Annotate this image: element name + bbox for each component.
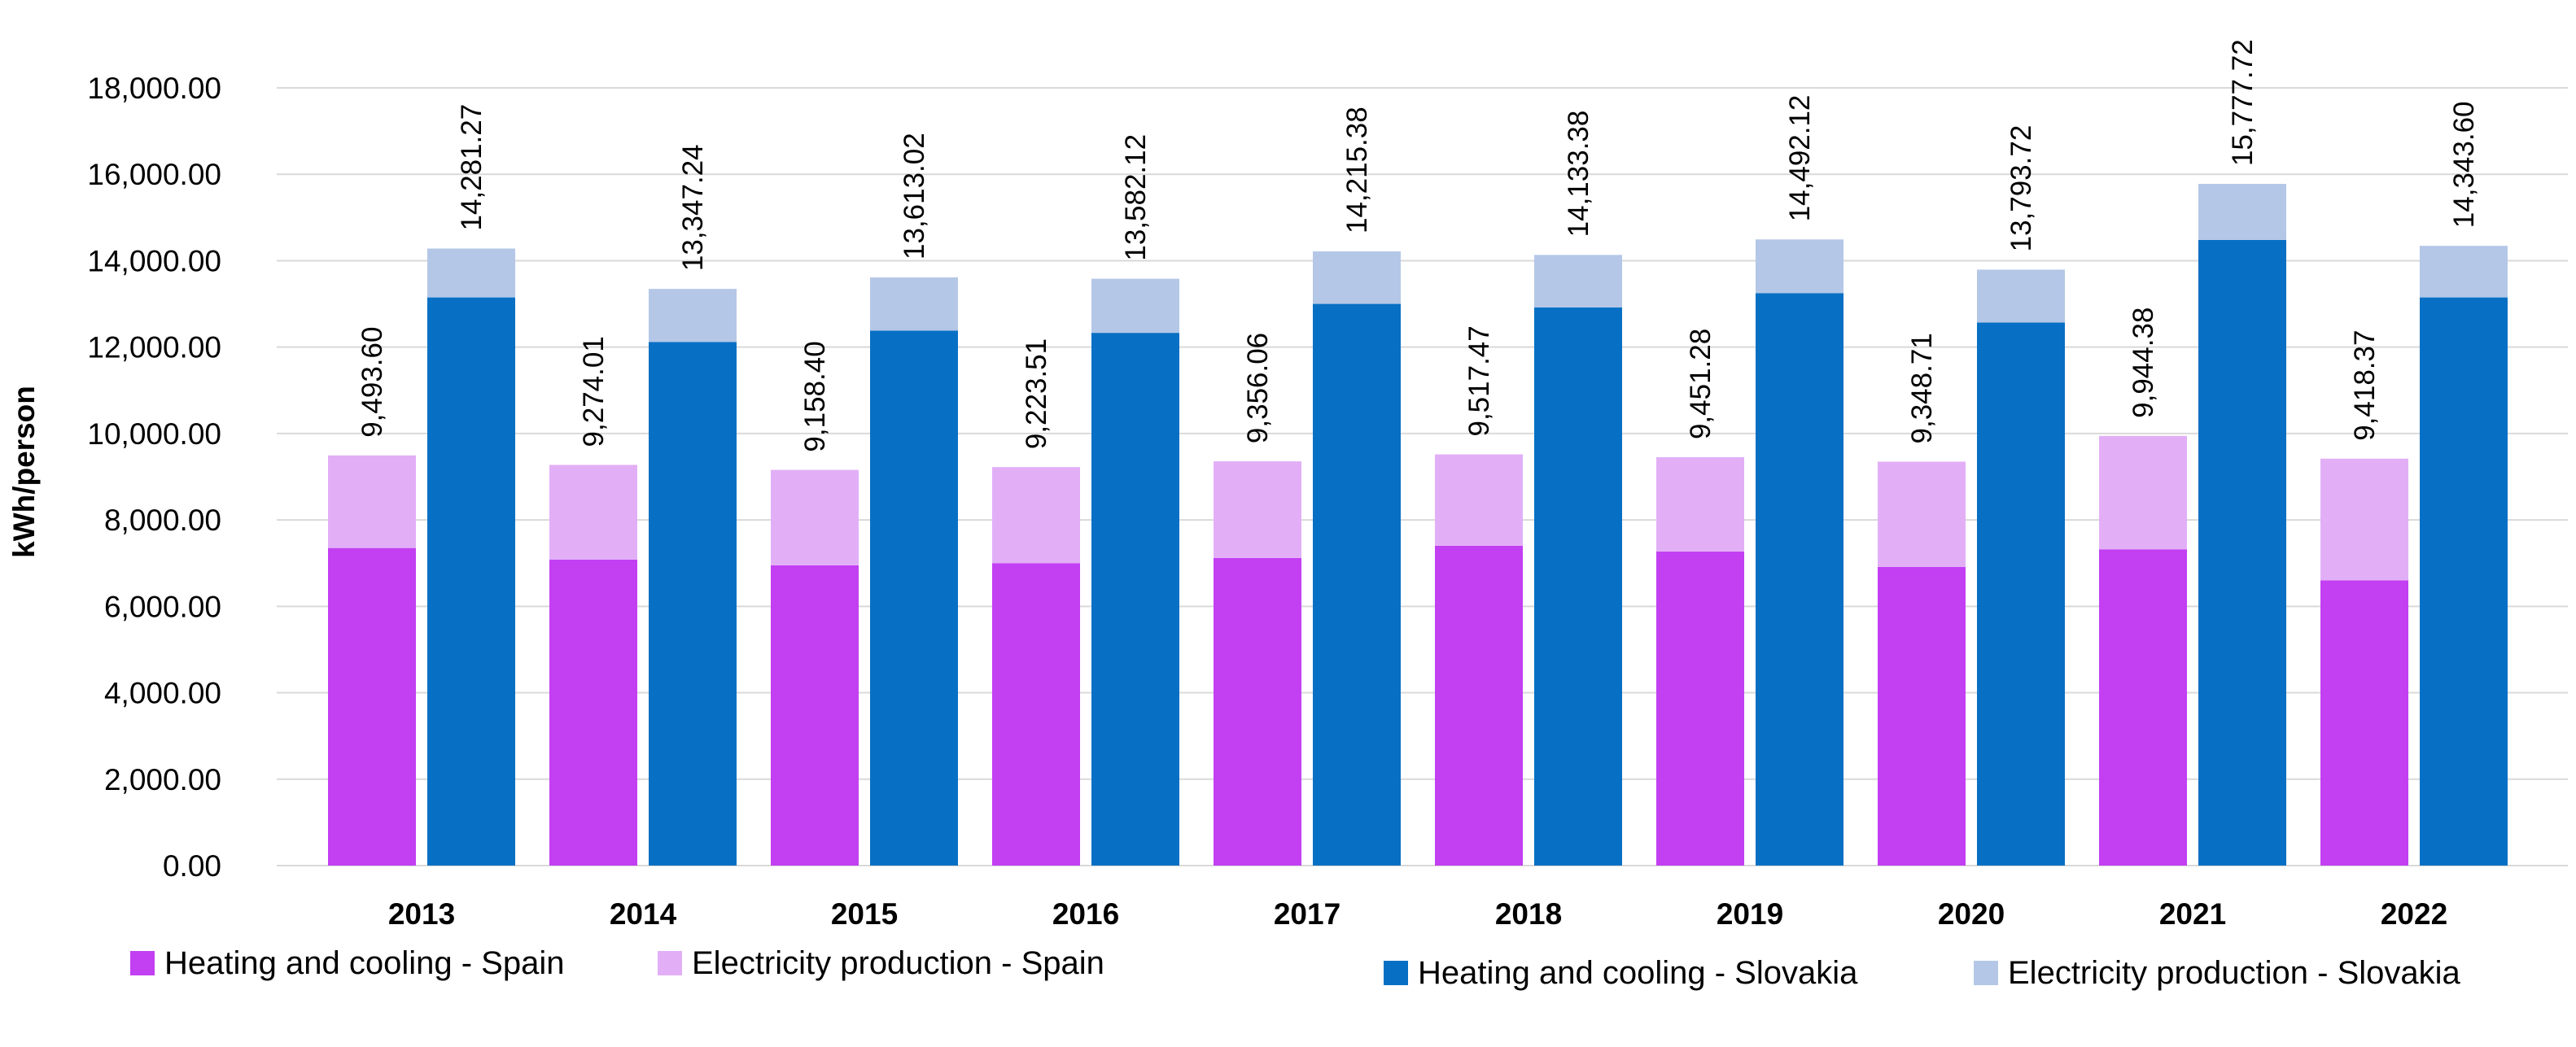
x-category-label: 2016	[1052, 897, 1119, 931]
y-tick-label: 6,000.00	[104, 590, 221, 623]
total-value-label: 9,223.51	[1021, 338, 1052, 449]
legend-label: Heating and cooling - Slovakia	[1418, 955, 1858, 991]
bar-segment	[992, 467, 1080, 564]
bar-segment	[1091, 278, 1179, 334]
total-value-label: 9,451.28	[1685, 329, 1717, 439]
bar-segment	[2198, 239, 2286, 866]
total-value-label: 13,793.72	[2005, 125, 2037, 252]
bar-segment	[2320, 580, 2408, 866]
legend-swatch	[1974, 961, 1998, 985]
x-category-label: 2018	[1495, 897, 1562, 931]
bar-segment	[2320, 458, 2408, 581]
total-value-label: 13,613.02	[899, 133, 930, 260]
x-category-label: 2021	[2159, 897, 2226, 931]
bar-segment	[2420, 297, 2508, 866]
x-category-label: 2014	[610, 897, 677, 931]
total-value-label: 9,418.37	[2349, 330, 2381, 441]
bar-segment	[2099, 549, 2187, 866]
bar-segment	[992, 563, 1080, 866]
x-axis-categories: 2013 2014 2015 2016 2017 2018 2019 2020 2021 2022	[388, 897, 2447, 931]
total-value-label: 9,517.47	[1463, 325, 1495, 436]
y-tick-label: 12,000.00	[87, 331, 221, 364]
bar-segment	[649, 342, 737, 866]
bar-segment	[549, 559, 637, 866]
legend-label: Electricity production - Slovakia	[2008, 955, 2461, 991]
bar-segment	[1977, 322, 2065, 866]
bar-segment	[1313, 303, 1401, 866]
bar-segment	[1435, 454, 1523, 546]
x-category-label: 2013	[388, 897, 455, 931]
legend-swatch	[658, 951, 682, 975]
legend-label: Electricity production - Spain	[692, 945, 1104, 981]
bar-segment	[1977, 269, 2065, 323]
total-value-label: 14,343.60	[2448, 101, 2480, 228]
bar-segment	[1656, 457, 1744, 552]
total-value-label: 14,215.38	[1341, 107, 1373, 233]
bars	[328, 184, 2508, 866]
x-category-label: 2015	[831, 897, 898, 931]
bar-segment	[771, 565, 859, 866]
total-value-label: 9,493.60	[356, 327, 388, 438]
bar-segment	[549, 465, 637, 560]
bar-segment	[870, 277, 958, 331]
total-value-label: 9,356.06	[1242, 333, 1274, 443]
legend: Heating and cooling - Spain Electricity p…	[130, 945, 2461, 991]
legend-label: Heating and cooling - Spain	[164, 945, 564, 981]
total-value-label: 9,944.38	[2128, 308, 2159, 418]
bar-segment	[1878, 567, 1966, 866]
legend-swatch	[1384, 961, 1408, 985]
bar-segment	[1214, 461, 1301, 558]
bar-segment	[1534, 255, 1622, 308]
bar-segment	[328, 547, 416, 866]
bar-segment	[427, 248, 515, 298]
total-value-label: 14,133.38	[1563, 111, 1594, 238]
bar-segment	[2198, 184, 2286, 240]
total-labels: 9,493.60 14,281.27 9,274.01 13,347.24 9,158.…	[356, 39, 2480, 452]
total-value-label: 14,281.27	[456, 104, 488, 231]
y-tick-label: 16,000.00	[87, 158, 221, 191]
bar-segment	[1091, 333, 1179, 866]
bar-segment	[2420, 246, 2508, 298]
y-tick-label: 4,000.00	[104, 677, 221, 710]
bar-segment	[2099, 435, 2187, 550]
x-category-label: 2022	[2381, 897, 2447, 931]
y-axis-label: kWh/person	[7, 386, 41, 558]
y-axis-ticks: 0.00 2,000.00 4,000.00 6,000.00 8,000.00 10,0…	[87, 72, 221, 883]
total-value-label: 14,492.12	[1784, 95, 1816, 222]
bar-segment	[1756, 239, 1843, 294]
bar-segment	[1878, 461, 1966, 568]
bar-segment	[1435, 545, 1523, 866]
y-tick-label: 18,000.00	[87, 72, 221, 105]
bar-segment	[427, 297, 515, 866]
y-tick-label: 14,000.00	[87, 244, 221, 277]
y-tick-label: 2,000.00	[104, 763, 221, 796]
x-category-label: 2019	[1717, 897, 1783, 931]
total-value-label: 9,348.71	[1906, 333, 1938, 443]
total-value-label: 15,777.72	[2227, 39, 2259, 166]
bar-segment	[1656, 551, 1744, 866]
bar-segment	[1534, 307, 1622, 866]
bar-segment	[649, 289, 737, 342]
bar-segment	[771, 469, 859, 565]
total-value-label: 9,158.40	[799, 341, 831, 452]
y-tick-label: 0.00	[163, 849, 221, 883]
legend-swatch	[130, 951, 155, 975]
bar-segment	[1756, 293, 1843, 866]
bar-segment	[870, 330, 958, 866]
bar-segment	[1313, 251, 1401, 304]
x-category-label: 2020	[1938, 897, 2005, 931]
total-value-label: 9,274.01	[578, 336, 610, 447]
total-value-label: 13,582.12	[1120, 134, 1152, 261]
x-category-label: 2017	[1274, 897, 1340, 931]
total-value-label: 13,347.24	[677, 144, 709, 271]
y-tick-label: 8,000.00	[104, 504, 221, 537]
y-tick-label: 10,000.00	[87, 417, 221, 451]
bar-segment	[328, 455, 416, 548]
bar-segment	[1214, 557, 1301, 866]
